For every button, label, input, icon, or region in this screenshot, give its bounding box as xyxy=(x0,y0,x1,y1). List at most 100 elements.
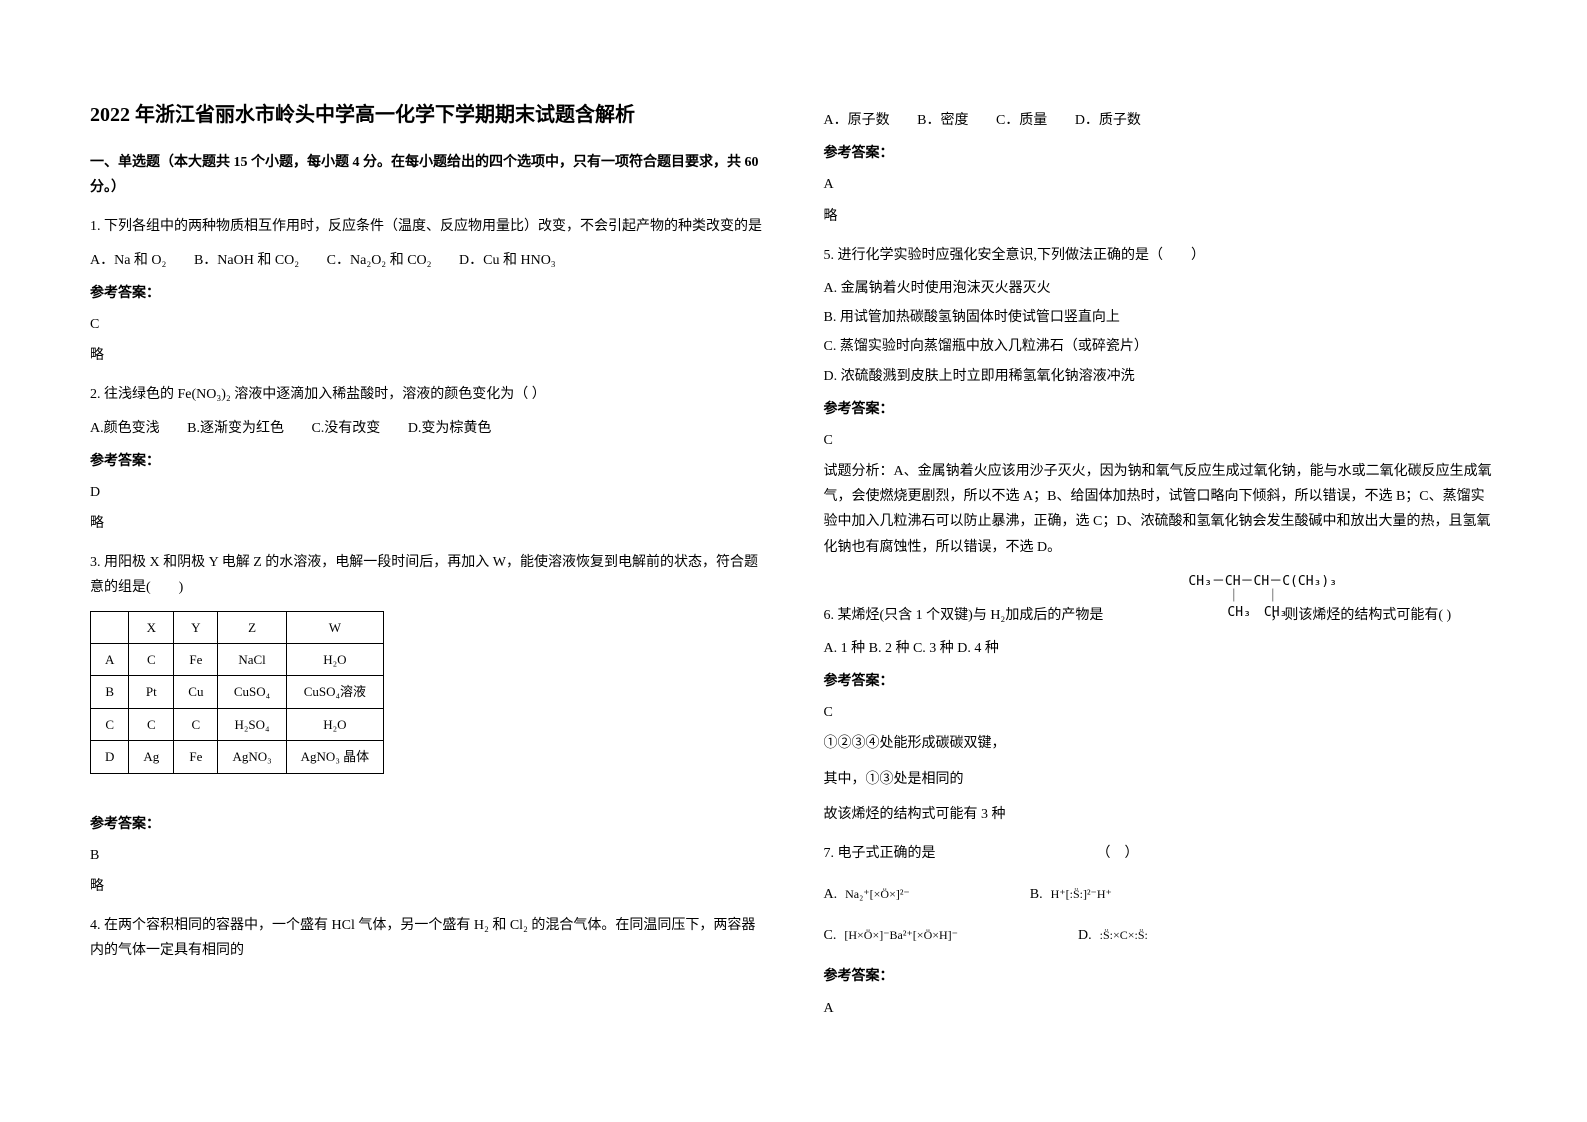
q3-explanation: 略 xyxy=(90,874,764,899)
q6-stem-suffix: ，则该烯烃的结构式可能有( ) xyxy=(1270,608,1451,623)
question-7-stem: 7. 电子式正确的是 （ ） xyxy=(824,841,1498,866)
q7-optA-formula: Na₂⁺[×Ö×]²⁻ xyxy=(845,884,910,906)
table-row: A C Fe NaCl H₂O xyxy=(91,644,384,676)
table-cell: C xyxy=(129,644,174,676)
q4-option-a: A．原子数 xyxy=(824,108,890,133)
q4-option-c: C．质量 xyxy=(996,108,1047,133)
q5-explanation: 试题分析：A、金属钠着火应该用沙子灭火，因为钠和氧气反应生成过氧化钠，能与水或二… xyxy=(824,459,1498,560)
q2-answer: D xyxy=(90,480,764,505)
question-3-stem: 3. 用阳极 X 和阴极 Y 电解 Z 的水溶液，电解一段时间后，再加入 W，能… xyxy=(90,550,764,600)
q7-option-b: B. H⁺[:S̈:]²⁻H⁺ xyxy=(1030,882,1112,907)
q5-answer: C xyxy=(824,428,1498,453)
q2-option-c: C.没有改变 xyxy=(311,416,380,441)
table-cell: Pt xyxy=(129,676,174,708)
table-cell: B xyxy=(91,676,129,708)
question-1-stem: 1. 下列各组中的两种物质相互作用时，反应条件（温度、反应物用量比）改变，不会引… xyxy=(90,214,764,239)
table-cell: NaCl xyxy=(218,644,286,676)
table-cell: H₂O xyxy=(286,644,383,676)
q1-option-d: D．Cu 和 HNO₃ xyxy=(459,248,556,273)
question-4-options: A．原子数 B．密度 C．质量 D．质子数 xyxy=(824,108,1498,133)
table-row: D Ag Fe AgNO₃ AgNO₃ 晶体 xyxy=(91,741,384,773)
question-4-stem: 4. 在两个容积相同的容器中，一个盛有 HCl 气体，另一个盛有 H₂ 和 Cl… xyxy=(90,913,764,963)
q5-answer-label: 参考答案： xyxy=(824,397,1498,422)
q4-answer-label: 参考答案： xyxy=(824,141,1498,166)
q2-option-d: D.变为棕黄色 xyxy=(408,416,492,441)
left-column: 2022 年浙江省丽水市岭头中学高一化学下学期期末试题含解析 一、单选题（本大题… xyxy=(90,100,764,1082)
q3-answer: B xyxy=(90,843,764,868)
q1-answer-label: 参考答案： xyxy=(90,281,764,306)
table-cell: D xyxy=(91,741,129,773)
table-cell: H₂SO₄ xyxy=(218,708,286,740)
right-column: A．原子数 B．密度 C．质量 D．质子数 参考答案： A 略 5. 进行化学实… xyxy=(824,100,1498,1082)
q5-option-c: C. 蒸馏实验时向蒸馏瓶中放入几粒沸石（或碎瓷片） xyxy=(824,334,1498,359)
q4-answer: A xyxy=(824,172,1498,197)
q7-option-a: A. Na₂⁺[×Ö×]²⁻ xyxy=(824,882,910,907)
q6-structure-line1: CH₃－CH－CH－C(CH₃)₃ xyxy=(1188,574,1337,589)
table-cell: AgNO₃ 晶体 xyxy=(286,741,383,773)
q7-option-c: C. [H×Ö×]⁻Ba²⁺[×Ö×H]⁻ xyxy=(824,923,959,948)
table-row: C C C H₂SO₄ H₂O xyxy=(91,708,384,740)
q4-explanation: 略 xyxy=(824,204,1498,229)
q7-optB-label: B. xyxy=(1030,882,1043,907)
q2-option-b: B.逐渐变为红色 xyxy=(187,416,284,441)
q7-optD-label: D. xyxy=(1078,923,1092,948)
q1-explanation: 略 xyxy=(90,343,764,368)
section-header: 一、单选题（本大题共 15 个小题，每小题 4 分。在每小题给出的四个选项中，只… xyxy=(90,150,764,200)
table-cell: Y xyxy=(174,611,218,643)
table-cell: Cu xyxy=(174,676,218,708)
table-cell: Fe xyxy=(174,741,218,773)
q7-optC-label: C. xyxy=(824,923,837,948)
q6-exp1: ①②③④处能形成碳碳双键， xyxy=(824,731,1498,756)
question-3-table: X Y Z W A C Fe NaCl H₂O B Pt Cu CuSO₄ Cu… xyxy=(90,611,384,774)
q7-optC-formula: [H×Ö×]⁻Ba²⁺[×Ö×H]⁻ xyxy=(844,925,958,947)
table-header-row: X Y Z W xyxy=(91,611,384,643)
q4-option-b: B．密度 xyxy=(917,108,968,133)
q7-answer: A xyxy=(824,996,1498,1021)
table-cell: C xyxy=(174,708,218,740)
q5-option-b: B. 用试管加热碳酸氢钠固体时使试管口竖直向上 xyxy=(824,305,1498,330)
table-cell xyxy=(91,611,129,643)
q6-exp3: 故该烯烃的结构式可能有 3 种 xyxy=(824,802,1498,827)
q6-stem-prefix: 6. 某烯烃(只含 1 个双键)与 H₂加成后的产物是 xyxy=(824,608,1104,623)
q6-exp2: 其中，①③处是相同的 xyxy=(824,767,1498,792)
q7-optD-formula: :S̈:×C×:S̈: xyxy=(1100,925,1148,947)
table-cell: A xyxy=(91,644,129,676)
q1-option-a: A．Na 和 O₂ xyxy=(90,248,166,273)
q7-answer-label: 参考答案： xyxy=(824,964,1498,989)
q1-option-c: C．Na₂O₂ 和 CO₂ xyxy=(327,248,432,273)
q4-option-d: D．质子数 xyxy=(1075,108,1141,133)
document-title: 2022 年浙江省丽水市岭头中学高一化学下学期期末试题含解析 xyxy=(90,100,764,130)
table-cell: Ag xyxy=(129,741,174,773)
q2-explanation: 略 xyxy=(90,511,764,536)
q7-optB-formula: H⁺[:S̈:]²⁻H⁺ xyxy=(1051,884,1112,906)
q7-option-d: D. :S̈:×C×:S̈: xyxy=(1078,923,1148,948)
q7-optA-label: A. xyxy=(824,882,838,907)
table-cell: C xyxy=(129,708,174,740)
q5-option-d: D. 浓硫酸溅到皮肤上时立即用稀氢氧化钠溶液冲洗 xyxy=(824,364,1498,389)
table-cell: Z xyxy=(218,611,286,643)
table-cell: C xyxy=(91,708,129,740)
q1-option-b: B．NaOH 和 CO₂ xyxy=(194,248,299,273)
q7-row-1: A. Na₂⁺[×Ö×]²⁻ B. H⁺[:S̈:]²⁻H⁺ xyxy=(824,882,1498,907)
table-cell: H₂O xyxy=(286,708,383,740)
q7-row-2: C. [H×Ö×]⁻Ba²⁺[×Ö×H]⁻ D. :S̈:×C×:S̈: xyxy=(824,923,1498,948)
question-1-options: A．Na 和 O₂ B．NaOH 和 CO₂ C．Na₂O₂ 和 CO₂ D．C… xyxy=(90,248,764,273)
table-cell: Fe xyxy=(174,644,218,676)
q3-answer-label: 参考答案： xyxy=(90,812,764,837)
table-cell: CuSO₄溶液 xyxy=(286,676,383,708)
q5-option-a: A. 金属钠着火时使用泡沫灭火器灭火 xyxy=(824,276,1498,301)
q2-answer-label: 参考答案： xyxy=(90,449,764,474)
question-2-options: A.颜色变浅 B.逐渐变为红色 C.没有改变 D.变为棕黄色 xyxy=(90,416,764,441)
table-cell: W xyxy=(286,611,383,643)
table-cell: CuSO₄ xyxy=(218,676,286,708)
q6-answer-label: 参考答案： xyxy=(824,669,1498,694)
question-2-stem: 2. 往浅绿色的 Fe(NO₃)₂ 溶液中逐滴加入稀盐酸时，溶液的颜色变化为（ … xyxy=(90,382,764,407)
table-cell: AgNO₃ xyxy=(218,741,286,773)
q1-answer: C xyxy=(90,312,764,337)
q6-answer: C xyxy=(824,700,1498,725)
q2-option-a: A.颜色变浅 xyxy=(90,416,160,441)
q6-options: A. 1 种 B. 2 种 C. 3 种 D. 4 种 xyxy=(824,636,1498,661)
table-row: B Pt Cu CuSO₄ CuSO₄溶液 xyxy=(91,676,384,708)
question-6-stem-row: 6. 某烯烃(只含 1 个双键)与 H₂加成后的产物是 ，则该烯烃的结构式可能有… xyxy=(824,603,1498,628)
question-5-stem: 5. 进行化学实验时应强化安全意识,下列做法正确的是（ ） xyxy=(824,243,1498,268)
